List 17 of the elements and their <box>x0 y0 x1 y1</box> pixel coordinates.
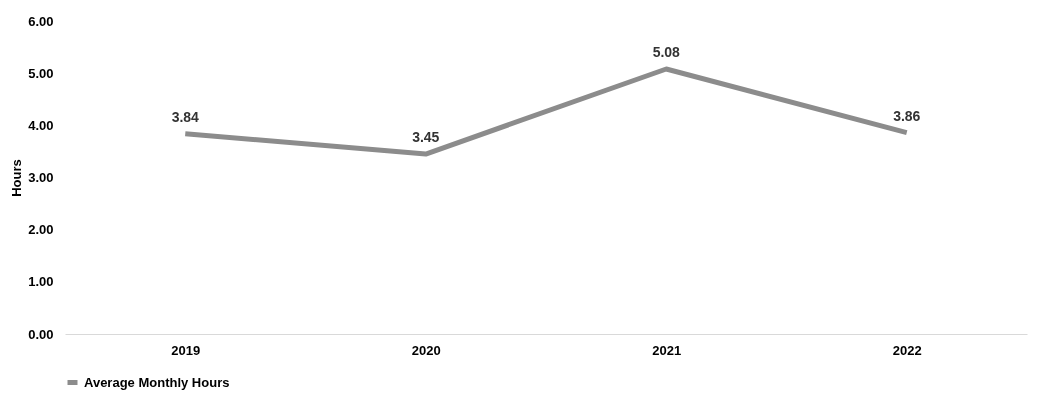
x-tick-label: 2019 <box>171 342 201 358</box>
y-tick-label: 0.00 <box>28 326 54 342</box>
x-tick-label: 2021 <box>652 342 682 358</box>
y-tick-label: 3.00 <box>28 170 54 185</box>
y-tick-label: 4.00 <box>28 117 54 133</box>
y-tick-label: 6.00 <box>28 13 54 29</box>
data-label: 5.08 <box>652 43 681 60</box>
y-tick-label: 1.00 <box>28 274 54 290</box>
x-tick-label: 2020 <box>411 342 441 358</box>
data-label: 3.84 <box>171 108 200 125</box>
y-tick-label: 2.00 <box>28 222 54 238</box>
y-tick-label: 5.00 <box>28 65 54 81</box>
y-axis-title: Hours <box>9 159 25 197</box>
legend-label: Average Monthly Hours <box>84 374 230 390</box>
data-label: 3.86 <box>893 107 921 124</box>
x-tick-label: 2022 <box>892 342 922 358</box>
data-label: 3.45 <box>412 129 440 146</box>
